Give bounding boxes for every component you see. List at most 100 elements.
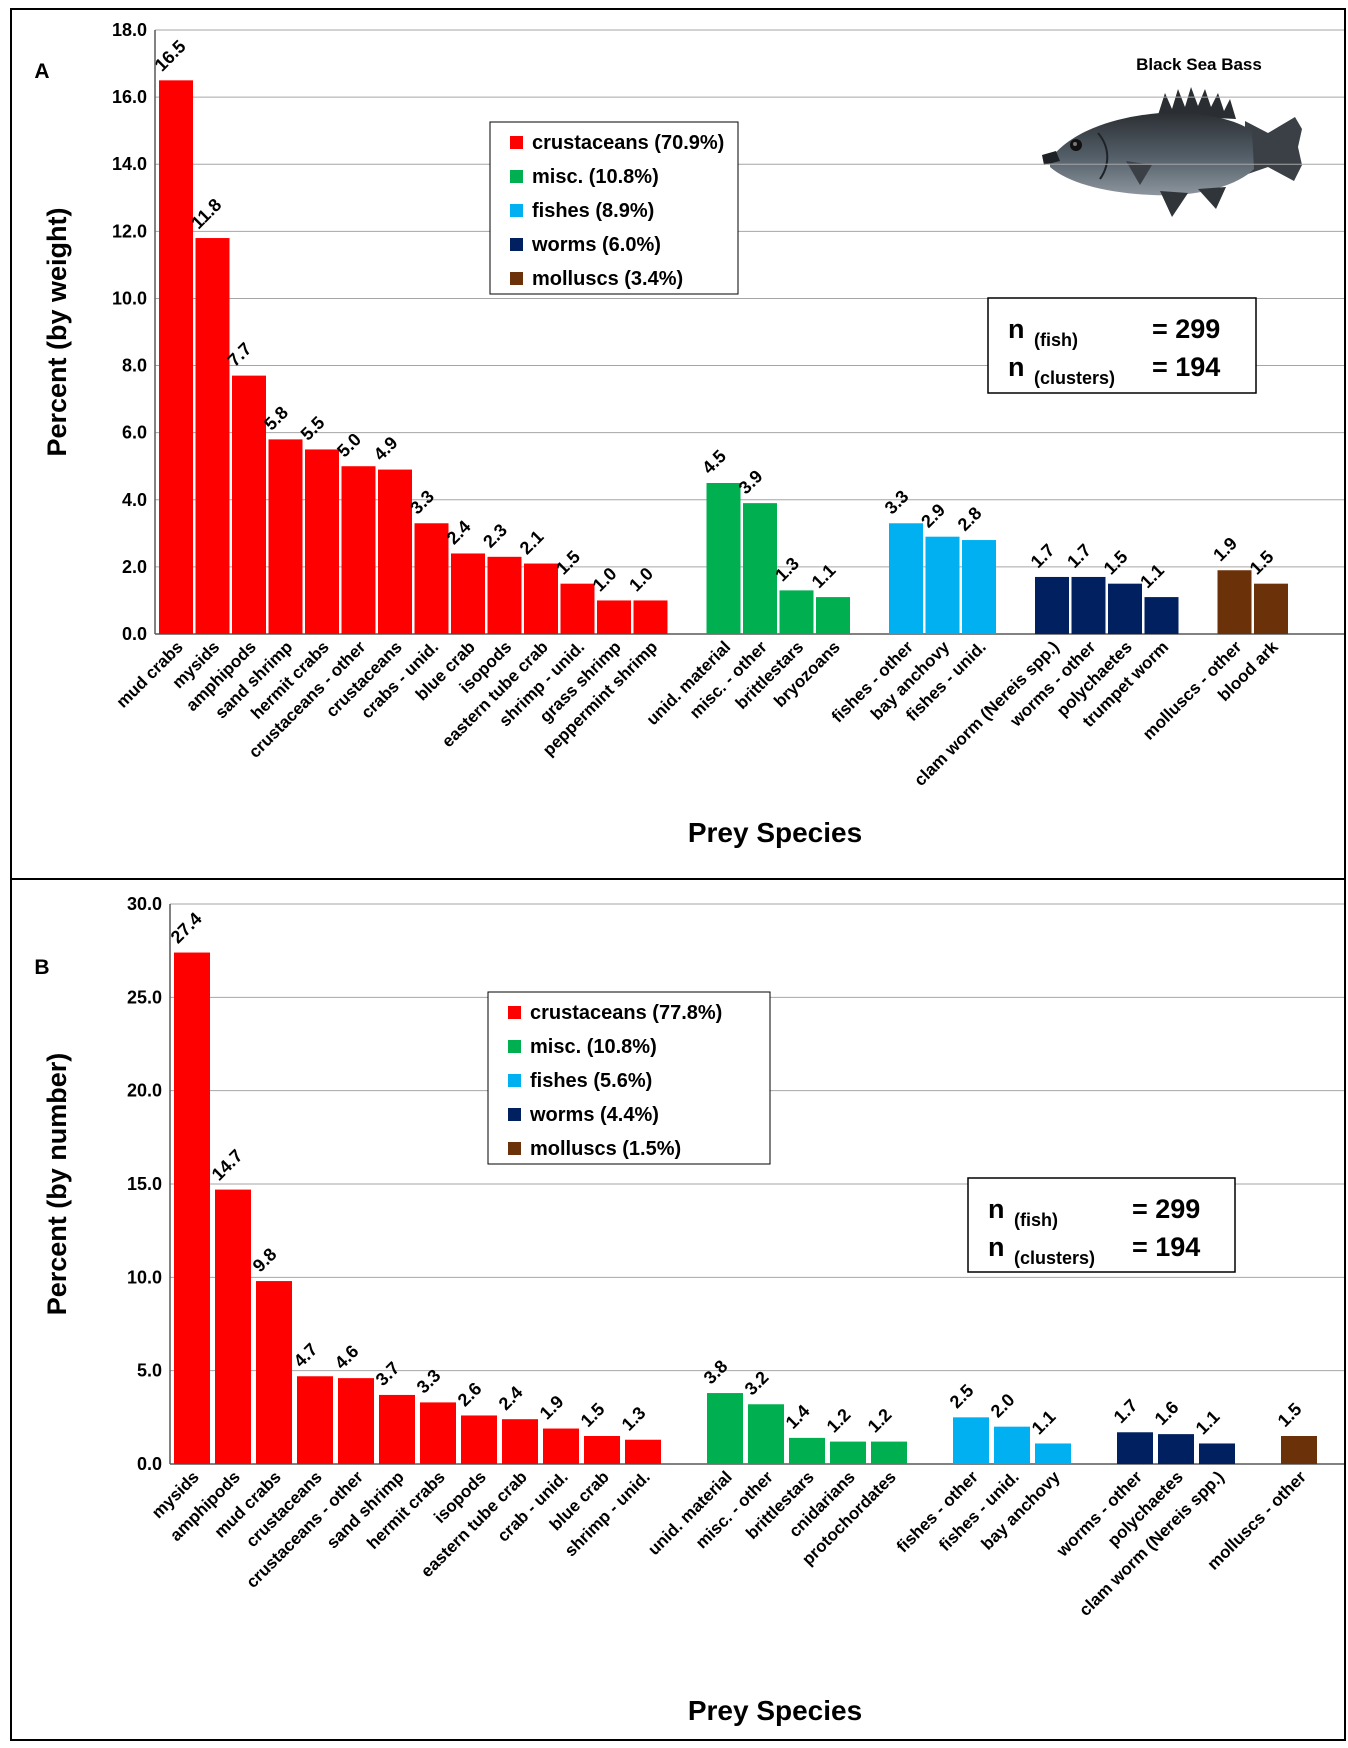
bar (420, 1402, 456, 1464)
bar (748, 1404, 784, 1464)
y-tick-label: 10.0 (127, 1267, 162, 1287)
bar (625, 1439, 661, 1464)
bar (305, 449, 339, 634)
n-subscript: (clusters) (1014, 1248, 1095, 1268)
bar (962, 540, 996, 634)
n-symbol: n (988, 1232, 1005, 1262)
bar (268, 439, 303, 634)
bar (953, 1417, 989, 1464)
panel-a-frame (10, 8, 1346, 880)
n-subscript: (clusters) (1034, 368, 1115, 388)
bar (297, 1376, 333, 1464)
bar (743, 503, 777, 634)
x-axis-title: Prey Species (688, 1695, 862, 1726)
bar (487, 556, 522, 634)
bar (1158, 1434, 1194, 1464)
legend-label: fishes (5.6%) (530, 1070, 652, 1092)
y-tick-label: 10.0 (112, 288, 147, 308)
legend-swatch (508, 1142, 521, 1155)
y-tick-label: 25.0 (127, 987, 162, 1007)
legend-label: fishes (8.9%) (532, 200, 654, 222)
y-axis-title: Percent (by weight) (42, 207, 72, 456)
y-tick-label: 4.0 (122, 490, 147, 510)
bar (1117, 1432, 1153, 1464)
legend-label: misc. (10.8%) (530, 1036, 657, 1058)
bar (597, 600, 631, 634)
legend-box (489, 121, 739, 295)
y-tick-label: 2.0 (122, 557, 147, 577)
legend-swatch (510, 238, 523, 251)
bar (789, 1437, 825, 1464)
bar (1035, 1443, 1071, 1464)
bar (195, 238, 230, 635)
bar (560, 583, 595, 634)
legend: crustaceans (77.8%) misc. (10.8%) fishes (… (487, 991, 771, 1165)
legend-label: worms (6.0%) (531, 234, 661, 256)
n-symbol: n (1008, 314, 1025, 344)
y-tick-label: 0.0 (137, 1454, 162, 1474)
bar (816, 597, 850, 634)
bar (338, 1378, 374, 1464)
bar (502, 1419, 538, 1464)
bar (256, 1281, 292, 1464)
legend-swatch (510, 204, 523, 217)
bar (1035, 576, 1069, 634)
legend-box (487, 991, 771, 1165)
panel-b-frame (10, 878, 1346, 1741)
y-axis-title: Percent (by number) (42, 1053, 72, 1316)
legend-swatch (508, 1006, 521, 1019)
panel-label: A (34, 60, 49, 83)
n-value: = 299 (1152, 314, 1220, 344)
bar (706, 483, 741, 634)
legend-label: misc. (10.8%) (532, 166, 659, 188)
bar (633, 600, 668, 634)
bar (994, 1426, 1030, 1464)
bar (379, 1394, 415, 1464)
bar (451, 553, 485, 634)
n-value: = 299 (1132, 1194, 1200, 1224)
bar (414, 523, 449, 634)
bar (584, 1436, 620, 1464)
black-sea-bass-illustration (1042, 87, 1302, 217)
figure-title: Black Sea Bass (1136, 55, 1262, 74)
sample-size-box: n (fish) = 299 n (clusters) = 194 (987, 297, 1257, 394)
x-axis-title: Prey Species (688, 817, 862, 848)
bar (461, 1415, 497, 1464)
bar (1144, 597, 1179, 634)
legend-swatch (510, 272, 523, 285)
y-tick-label: 30.0 (127, 894, 162, 914)
y-tick-label: 6.0 (122, 423, 147, 443)
bar (871, 1441, 907, 1464)
n-subscript: (fish) (1014, 1210, 1058, 1230)
bar (1217, 570, 1252, 634)
sample-size-box: n (fish) = 299 n (clusters) = 194 (967, 1177, 1236, 1273)
legend-swatch (510, 136, 523, 149)
y-tick-label: 18.0 (112, 20, 147, 40)
legend-label: molluscs (3.4%) (532, 268, 683, 290)
n-subscript: (fish) (1034, 330, 1078, 350)
panel-label: B (34, 956, 49, 979)
y-tick-label: 15.0 (127, 1174, 162, 1194)
legend-swatch (510, 170, 523, 183)
bar (524, 563, 558, 634)
legend-label: crustaceans (77.8%) (530, 1002, 722, 1024)
n-symbol: n (1008, 352, 1025, 382)
legend-swatch (508, 1108, 521, 1121)
bar (925, 536, 960, 634)
bar (779, 590, 814, 634)
bar (1199, 1443, 1235, 1464)
y-tick-label: 16.0 (112, 87, 147, 107)
bar (1281, 1436, 1317, 1464)
bar (889, 523, 923, 634)
y-tick-label: 12.0 (112, 221, 147, 241)
legend-label: crustaceans (70.9%) (532, 132, 724, 154)
bar (341, 466, 376, 634)
bar (378, 469, 412, 634)
bar (174, 952, 210, 1464)
n-value: = 194 (1152, 352, 1220, 382)
bar (215, 1189, 251, 1464)
bar (232, 375, 266, 634)
legend-swatch (508, 1074, 521, 1087)
bar (1254, 583, 1288, 634)
bar (707, 1393, 743, 1464)
